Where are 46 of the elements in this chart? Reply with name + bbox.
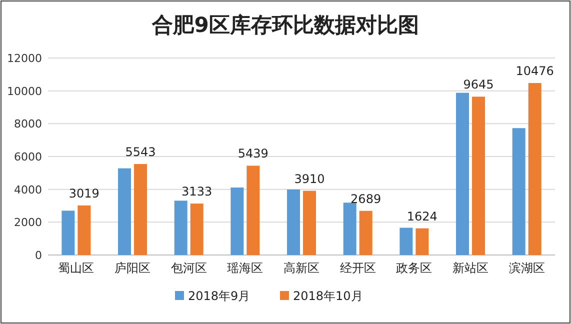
y-tick-label: 6000 [14, 150, 42, 164]
y-tick-label: 8000 [14, 118, 42, 131]
bar [230, 188, 244, 255]
bar [190, 204, 204, 255]
bar [303, 190, 316, 255]
bar [512, 128, 526, 255]
x-tick-label: 蜀山区 [58, 261, 94, 275]
bar [456, 92, 469, 255]
y-tick-label: 10000 [7, 84, 42, 98]
bar [416, 228, 429, 255]
data-label: 3910 [294, 172, 325, 186]
data-label: 5439 [238, 146, 268, 161]
bar [78, 205, 91, 255]
bar [174, 200, 188, 255]
data-label: 9645 [463, 78, 494, 92]
bar [359, 210, 372, 255]
x-tick-label: 政务区 [396, 261, 432, 275]
x-tick-label: 经开区 [340, 261, 376, 275]
data-label: 3133 [182, 184, 212, 199]
data-label: 3019 [68, 186, 100, 200]
bar [246, 166, 260, 255]
legend-label: 2018年10月 [293, 289, 363, 303]
y-tick-label: 2000 [14, 216, 42, 230]
bar [472, 96, 485, 255]
data-label: 5543 [125, 145, 156, 159]
data-label: 10476 [516, 64, 554, 78]
data-label: 2689 [350, 192, 382, 206]
legend-label: 2018年9月 [188, 289, 250, 303]
x-tick-label: 滨湖区 [508, 261, 545, 275]
y-tick-label: 12000 [7, 52, 42, 65]
y-tick-label: 4000 [14, 183, 42, 196]
bar [118, 168, 131, 255]
bar [528, 83, 542, 255]
x-tick-label: 瑶海区 [227, 261, 264, 275]
x-tick-label: 新站区 [452, 261, 488, 275]
y-tick-label: 0 [35, 249, 42, 262]
x-tick-label: 包河区 [170, 261, 207, 275]
chart-title: 合肥9区库存环比数据对比图 [151, 13, 419, 37]
bar [62, 210, 75, 255]
x-tick-label: 庐阳区 [114, 261, 150, 275]
bar [287, 189, 300, 255]
bar [134, 164, 147, 255]
data-label: 1624 [406, 209, 438, 224]
x-tick-label: 高新区 [284, 261, 320, 275]
bar [400, 228, 413, 255]
bar [343, 202, 356, 255]
